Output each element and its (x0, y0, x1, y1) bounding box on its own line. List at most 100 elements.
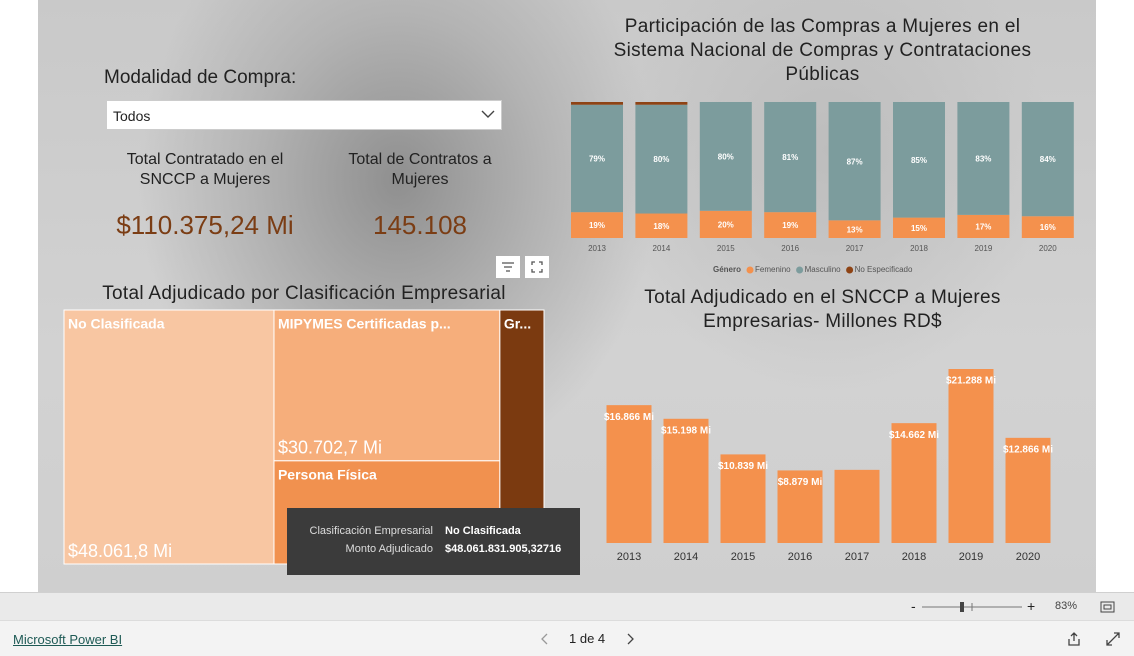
bar-segment (571, 104, 623, 213)
tooltip-row: Monto Adjudicado $48.061.831.905,32716 (287, 543, 580, 561)
icon (531, 261, 543, 273)
legend-title: Género (713, 265, 741, 274)
zoom-out[interactable]: - (911, 598, 916, 614)
data-label: $12.866 Mi (1003, 444, 1053, 455)
bar-segment (699, 210, 752, 238)
data-label: 84% (1040, 155, 1056, 164)
tooltip-label: Monto Adjudicado (345, 543, 433, 555)
tile-value: $48.061,8 Mi (68, 541, 172, 561)
bar-segment (957, 102, 1010, 215)
data-label: 80% (653, 155, 669, 164)
data-label: 85% (911, 156, 927, 165)
data-label: 20% (718, 221, 734, 230)
bar (1005, 437, 1051, 543)
tile-label: Gr... (504, 316, 531, 332)
legend-label: Masculino (805, 265, 842, 274)
data-label: 19% (589, 221, 605, 230)
bar-segment (764, 212, 817, 238)
page-indicator: 1 de 4 (569, 631, 606, 646)
data-label: $10.839 Mi (718, 461, 768, 472)
data-label: $15.198 Mi (661, 425, 711, 436)
chart-title: Total Adjudicado por Clasificación Empre… (102, 283, 506, 304)
bar-segment (635, 104, 688, 214)
x-tick-label: 2018 (902, 551, 926, 563)
bar (891, 423, 937, 543)
focus-icon[interactable] (525, 256, 549, 278)
x-tick-label: 2015 (731, 551, 755, 563)
bar-segment (635, 213, 688, 238)
data-label: 19% (782, 221, 798, 230)
fit-page[interactable] (1100, 600, 1116, 614)
data-label: 15% (911, 224, 927, 233)
tooltip-row: Clasificación Empresarial No Clasificada (287, 525, 580, 543)
zoom-slider[interactable] (922, 599, 1024, 615)
fullscreen[interactable] (1105, 631, 1121, 647)
bar (834, 469, 880, 543)
x-tick-label: 2015 (717, 244, 735, 253)
footer: Microsoft Power BI 1 de 4 (0, 620, 1134, 656)
data-label: 13% (847, 225, 863, 234)
prev-page[interactable] (540, 632, 550, 646)
bar-segment (699, 102, 752, 211)
x-tick-label: 2020 (1016, 551, 1040, 563)
x-tick-label: 2013 (588, 244, 606, 253)
slicer-value: Todos (113, 108, 151, 124)
kpi-value: 145.108 (373, 210, 467, 240)
share[interactable] (1066, 631, 1082, 647)
tile-label: MIPYMES Certificadas p... (278, 316, 451, 332)
x-tick-label: 2020 (1039, 244, 1057, 253)
treemap-tile (63, 309, 275, 565)
bar-segment (571, 102, 623, 105)
tile-label: Persona Física (278, 467, 377, 483)
tooltip-value: $48.061.831.905,32716 (445, 543, 562, 555)
bar-segment (893, 102, 945, 218)
x-tick-label: 2014 (653, 244, 671, 253)
x-tick-label: 2013 (617, 551, 641, 563)
bar (948, 369, 994, 543)
bar-segment (893, 217, 945, 238)
chart-title: Participación de las Compras a Mujeres e… (613, 16, 1032, 85)
brand-link[interactable]: Microsoft Power BI (13, 632, 123, 647)
data-label: 81% (782, 153, 798, 162)
x-tick-label: 2019 (959, 551, 983, 563)
bar (777, 470, 823, 543)
x-tick-label: 2019 (975, 244, 993, 253)
data-label: 16% (1040, 223, 1056, 232)
chart-title: Total Adjudicado en el SNCCP a Mujeres E… (644, 287, 1001, 332)
charts-layer: 19% 79% 2013 18% 80% 2014 20% 80% 2015 19% 81% 2016… (63, 102, 1074, 565)
tile-label: No Clasificada (68, 316, 165, 332)
bar-segment (828, 102, 881, 221)
data-label: $16.866 Mi (604, 412, 654, 423)
x-tick-label: 2016 (781, 244, 799, 253)
zoom-in[interactable]: + (1027, 598, 1036, 614)
bar (720, 454, 766, 543)
data-label: 18% (653, 222, 669, 231)
next-page[interactable] (626, 632, 636, 646)
data-label: $8.879 Mi (778, 477, 823, 488)
kpi-label: Total de Contratos a Mujeres (348, 151, 492, 188)
zoom-level: 83% (1055, 600, 1078, 612)
legend-marker (796, 266, 804, 274)
data-label: 79% (589, 155, 605, 164)
bar (606, 405, 652, 543)
legend-label: Femenino (755, 265, 791, 274)
legend-label: No Especificado (855, 265, 913, 274)
x-tick-label: 2017 (845, 551, 869, 563)
data-label: 17% (975, 223, 991, 232)
data-label: 87% (847, 157, 863, 166)
filter-icon[interactable] (496, 256, 520, 278)
data-label: $21.288 Mi (946, 376, 996, 387)
slicer-dropdown[interactable]: Todos (106, 100, 502, 130)
bar-segment (764, 102, 817, 213)
kpi-label: Total Contratado en el SNCCP a Mujeres (126, 151, 284, 188)
bar-segment (957, 214, 1010, 238)
tooltip-value: No Clasificada (445, 525, 521, 537)
icon (502, 262, 514, 272)
bar (663, 418, 709, 543)
tooltip-label: Clasificación Empresarial (309, 525, 434, 537)
x-tick-label: 2018 (910, 244, 928, 253)
slicer-label: Modalidad de Compra: (104, 67, 297, 88)
zoom-bar: - + 83% (0, 592, 1134, 621)
bar-segment (1021, 102, 1074, 217)
